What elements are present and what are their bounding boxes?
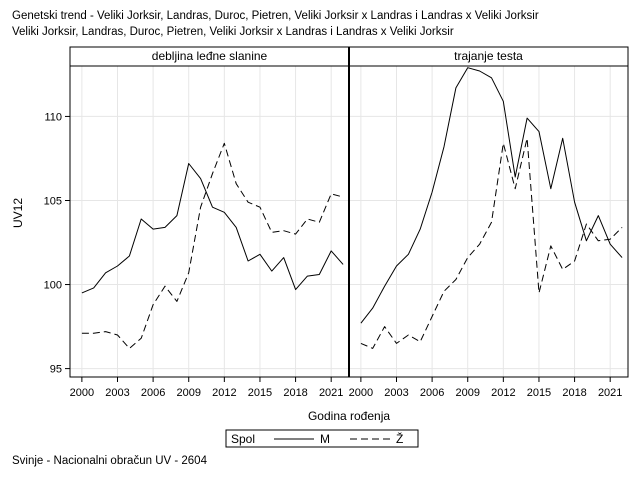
x-tick-label: 2009 xyxy=(455,387,479,399)
panel-title: trajanje testa xyxy=(454,49,523,63)
legend-title: Spol xyxy=(231,432,255,446)
series-line-z xyxy=(360,137,623,349)
x-tick-label: 2009 xyxy=(176,387,200,399)
x-tick-label: 2021 xyxy=(598,387,622,399)
y-axis-label: UV12 xyxy=(11,198,25,228)
x-axis-label: Godina rođenja xyxy=(308,409,390,423)
legend-label-z: Ž xyxy=(396,431,403,446)
y-tick-label: 105 xyxy=(44,195,62,207)
panel-frame xyxy=(69,65,350,378)
panel-2: trajanje testa 2000 2003 2006 2009 2012 2015 20… xyxy=(348,46,629,399)
x-tick-label: 2000 xyxy=(70,387,94,399)
x-tick-label: 2018 xyxy=(283,387,307,399)
series-line-m xyxy=(360,67,623,324)
x-tick-label: 2000 xyxy=(349,387,373,399)
y-tick-label: 95 xyxy=(50,364,62,376)
legend-box xyxy=(225,429,419,448)
x-tick-label: 2006 xyxy=(141,387,165,399)
legend-label-m: M xyxy=(320,432,330,446)
x-tick-label: 2012 xyxy=(212,387,236,399)
x-tick-label: 2015 xyxy=(248,387,272,399)
legend: Spol M Ž xyxy=(225,429,419,448)
x-tick-label: 2021 xyxy=(319,387,343,399)
series-line-m xyxy=(81,163,344,294)
chart-title-line-1: Genetski trend - Veliki Jorksir, Landras… xyxy=(12,10,539,22)
y-tick-label: 100 xyxy=(44,280,62,292)
footnote: Svinje - Nacionalni obračun UV - 2604 xyxy=(12,455,207,467)
x-tick-label: 2003 xyxy=(105,387,129,399)
x-tick-label: 2018 xyxy=(562,387,586,399)
panel-frame xyxy=(348,65,629,378)
x-tick-label: 2003 xyxy=(384,387,408,399)
chart-title-line-2: Veliki Jorksir, Landras, Duroc, Pietren,… xyxy=(12,26,454,38)
series-line-z xyxy=(81,142,344,349)
y-tick-label: 110 xyxy=(44,111,62,123)
x-tick-label: 2015 xyxy=(527,387,551,399)
x-tick-label: 2006 xyxy=(420,387,444,399)
x-tick-label: 2012 xyxy=(491,387,515,399)
panel-title: debljina leđne slanine xyxy=(152,49,268,63)
chart-title-block: Genetski trend - Veliki Jorksir, Landras… xyxy=(12,8,539,40)
panel-1: debljina leđne slanine 2000 2003 2006 2009 20… xyxy=(44,46,350,399)
